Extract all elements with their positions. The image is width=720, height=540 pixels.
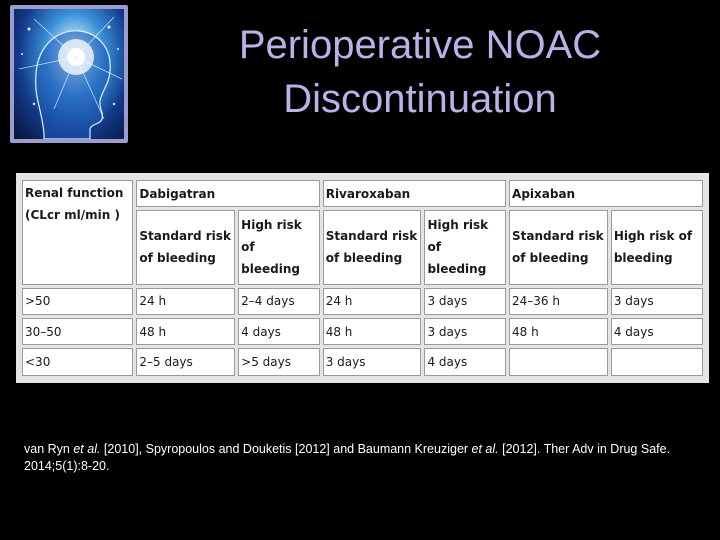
glowing-head-brain-icon (10, 5, 128, 143)
table-cell: 24–36 h (509, 287, 608, 315)
header-standard-risk: Standard risk of bleeding (322, 210, 422, 285)
table-row: 30–50 48 h 4 days 48 h 3 days 48 h 4 day… (22, 317, 703, 346)
header-high-risk: High risk of bleeding (424, 210, 507, 285)
table-cell: 4 days (610, 317, 703, 346)
discontinuation-table: Renal function (CLcr ml/min ) Dabigatran… (16, 173, 709, 383)
title-line-2: Discontinuation (283, 77, 557, 121)
header-renal-function: Renal function (CLcr ml/min ) (22, 180, 134, 285)
citation-part: [2010], Spyropoulos and Douketis [2012] … (100, 442, 472, 456)
table-cell: >5 days (238, 348, 320, 376)
header-standard-risk: Standard risk of bleeding (509, 210, 608, 285)
table-cell: 2–4 days (238, 287, 320, 315)
table-cell: 48 h (322, 317, 422, 346)
citation-et-al: et al. (73, 442, 101, 456)
table-cell: 3 days (424, 317, 507, 346)
citation: van Ryn et al. [2010], Spyropoulos and D… (24, 441, 704, 475)
slide-title: Perioperative NOAC Discontinuation (200, 18, 640, 126)
table-cell: 4 days (238, 317, 320, 346)
table-cell: 3 days (610, 287, 703, 315)
renal-cell: 30–50 (22, 317, 134, 346)
title-line-1: Perioperative NOAC (238, 23, 602, 67)
table-cell: 2–5 days (136, 348, 236, 376)
table-cell: 4 days (424, 348, 507, 376)
table-cell: 48 h (136, 317, 236, 346)
table-cell (509, 348, 608, 376)
header-high-risk: High risk of bleeding (238, 210, 320, 285)
citation-et-al: et al. (471, 442, 499, 456)
renal-cell: >50 (22, 287, 134, 315)
header-drug-apixaban: Apixaban (509, 180, 703, 208)
header-high-risk: High risk of bleeding (610, 210, 703, 285)
table-cell: 24 h (322, 287, 422, 315)
table-cell: 3 days (322, 348, 422, 376)
header-drug-dabigatran: Dabigatran (136, 180, 320, 208)
table-row: >50 24 h 2–4 days 24 h 3 days 24–36 h 3 … (22, 287, 703, 315)
table-row: <30 2–5 days >5 days 3 days 4 days (22, 348, 703, 376)
renal-cell: <30 (22, 348, 134, 376)
header-drug-rivaroxaban: Rivaroxaban (322, 180, 507, 208)
header-standard-risk: Standard risk of bleeding (136, 210, 236, 285)
citation-part: [2012]. Ther Adv in Drug Safe. 2014;5(1)… (24, 442, 671, 473)
citation-part: van Ryn (24, 442, 74, 456)
table-cell (610, 348, 703, 376)
table-cell: 24 h (136, 287, 236, 315)
table-cell: 3 days (424, 287, 507, 315)
table-cell: 48 h (509, 317, 608, 346)
